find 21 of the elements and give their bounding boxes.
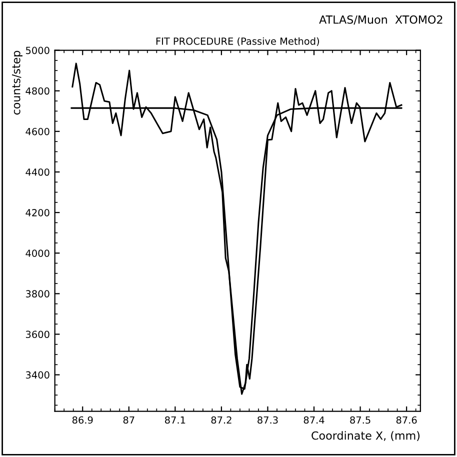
x-tick-label: 87.6 <box>396 416 417 424</box>
y-tick-label: 3800 <box>26 290 50 298</box>
text: ATLAS/Muon XTOMO2 <box>319 15 442 25</box>
x-tick-label: 87 <box>123 416 134 424</box>
x-tick-label: 87.2 <box>211 416 232 424</box>
x-tick-label: 87.1 <box>165 416 186 424</box>
x-tick-label: 86.9 <box>72 416 93 424</box>
y-tick-label: 3600 <box>26 330 50 338</box>
y-axis-title: counts/step <box>12 50 22 115</box>
x-axis-title: Coordinate X, (mm) <box>312 431 420 442</box>
y-tick-label: 4200 <box>26 209 50 216</box>
x-tick-label: 87.5 <box>350 416 370 424</box>
y-tick-label: 3400 <box>26 371 50 379</box>
y-tick-label: 4600 <box>26 128 50 136</box>
y-tick-label: 4000 <box>26 250 50 257</box>
chart-title: FIT PROCEDURE (Passive Method) <box>156 37 319 46</box>
y-tick-label: 4400 <box>26 168 50 176</box>
x-tick-label: 87.4 <box>304 416 324 424</box>
y-tick-label: 4800 <box>26 87 50 95</box>
y-tick-label: 5000 <box>26 46 50 54</box>
x-tick-label: 87.3 <box>258 416 278 424</box>
